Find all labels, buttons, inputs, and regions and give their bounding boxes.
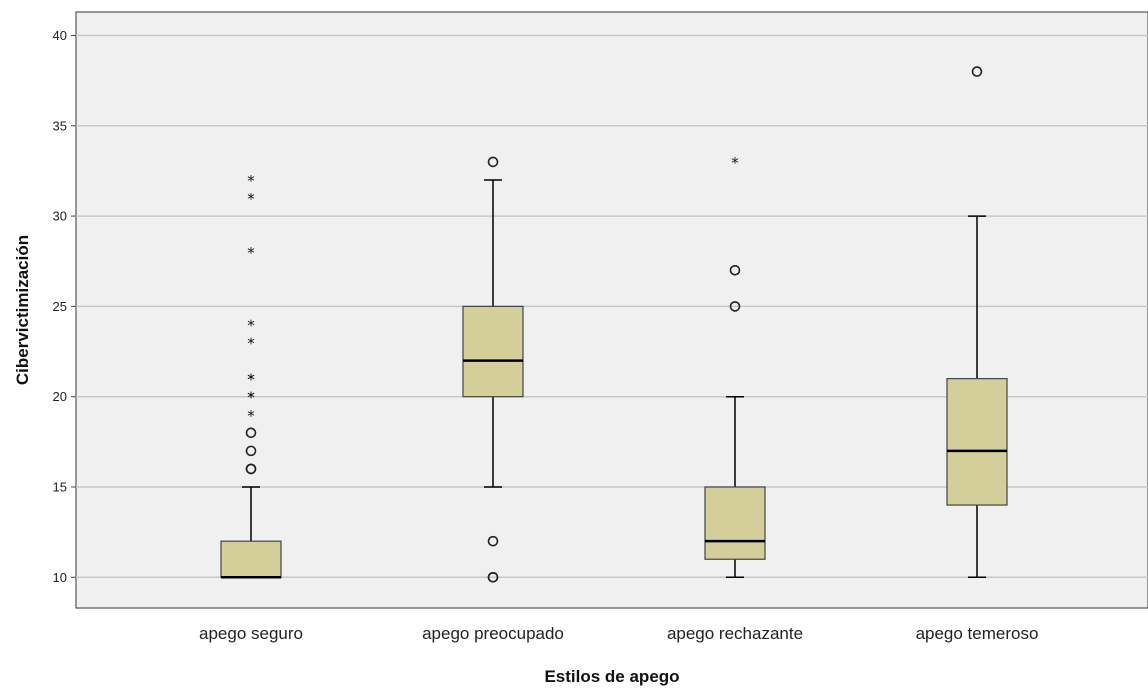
outlier-point xyxy=(245,463,257,475)
outlier-point xyxy=(487,535,499,547)
box-group xyxy=(946,66,1008,579)
extreme-point: * xyxy=(247,335,255,353)
y-tick-label: 25 xyxy=(53,299,67,314)
y-tick-label: 40 xyxy=(53,28,67,43)
extreme-point: * xyxy=(731,154,739,172)
x-category-label: apego seguro xyxy=(199,624,303,643)
extreme-point: * xyxy=(247,172,255,190)
outlier-point xyxy=(729,301,741,312)
boxes: *********** xyxy=(220,66,1008,583)
outlier-point xyxy=(487,571,499,583)
iqr-box xyxy=(462,305,524,398)
x-axis-categories: apego seguro apego preocupado apego rechaz… xyxy=(199,624,1038,643)
extreme-point: * xyxy=(247,407,255,425)
x-axis-title: Estilos de apego xyxy=(544,667,679,686)
outlier-point xyxy=(245,445,257,457)
iqr-box xyxy=(946,378,1008,506)
iqr-box xyxy=(220,540,282,578)
iqr-box xyxy=(704,486,766,560)
extreme-point: * xyxy=(247,244,255,262)
x-category-label: apego preocupado xyxy=(422,624,564,643)
x-category-label: apego rechazante xyxy=(667,624,803,643)
extreme-point: * xyxy=(247,371,255,389)
y-tick-label: 35 xyxy=(53,118,67,133)
extreme-point: * xyxy=(247,316,255,334)
outlier-point xyxy=(971,66,983,77)
box-group: ********** xyxy=(220,172,282,579)
outlier-point xyxy=(245,427,257,439)
outlier-point xyxy=(729,264,741,276)
extreme-point: * xyxy=(247,389,255,407)
y-axis-title: Cibervictimización xyxy=(13,235,32,385)
box-group xyxy=(462,156,524,583)
outlier-point xyxy=(487,156,499,168)
y-tick-label: 15 xyxy=(53,479,67,494)
y-tick-label: 20 xyxy=(53,389,67,404)
y-tick-label: 10 xyxy=(53,570,67,585)
box-group: * xyxy=(704,154,766,579)
y-axis-ticks: 10 15 20 25 30 35 40 xyxy=(53,28,76,585)
x-category-label: apego temeroso xyxy=(916,624,1039,643)
extreme-point: * xyxy=(247,389,255,407)
plot-area xyxy=(75,11,1148,609)
extreme-point: * xyxy=(247,190,255,208)
y-tick-label: 30 xyxy=(53,209,67,224)
extreme-point: * xyxy=(247,371,255,389)
